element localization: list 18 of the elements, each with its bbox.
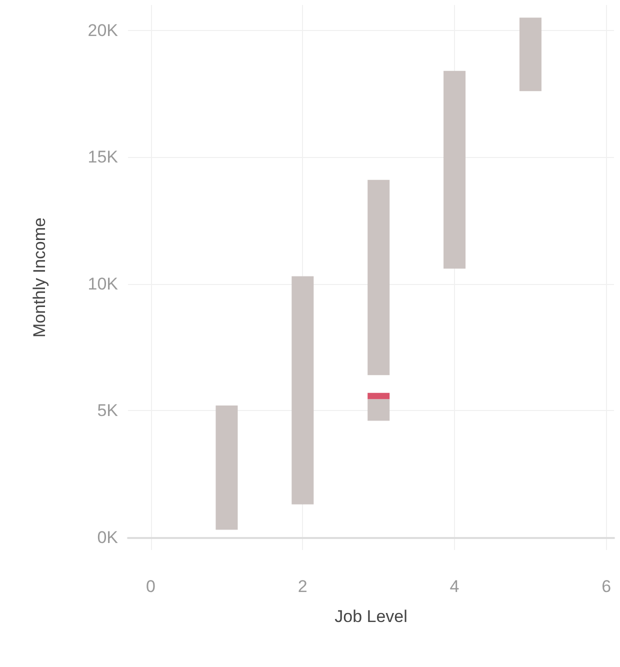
- x-tick-label: 2: [298, 577, 308, 596]
- bar: [368, 399, 390, 421]
- bar: [519, 18, 542, 92]
- x-axis-title: Job Level: [334, 607, 408, 626]
- y-tick-label: 0K: [97, 528, 119, 547]
- y-tick-label: 5K: [97, 401, 119, 420]
- bar: [444, 70, 466, 269]
- y-axis-title: Monthly Income: [30, 218, 49, 338]
- bar: [216, 406, 238, 530]
- x-tick-label: 0: [146, 577, 156, 596]
- bar: [368, 392, 390, 400]
- x-tick-label: 4: [450, 577, 460, 596]
- bar: [292, 276, 314, 504]
- y-tick-label: 10K: [88, 274, 119, 294]
- y-tick-label: 15K: [88, 148, 119, 167]
- x-tick-label: 6: [602, 577, 612, 596]
- y-tick-label: 20K: [88, 20, 119, 40]
- bar: [368, 180, 390, 376]
